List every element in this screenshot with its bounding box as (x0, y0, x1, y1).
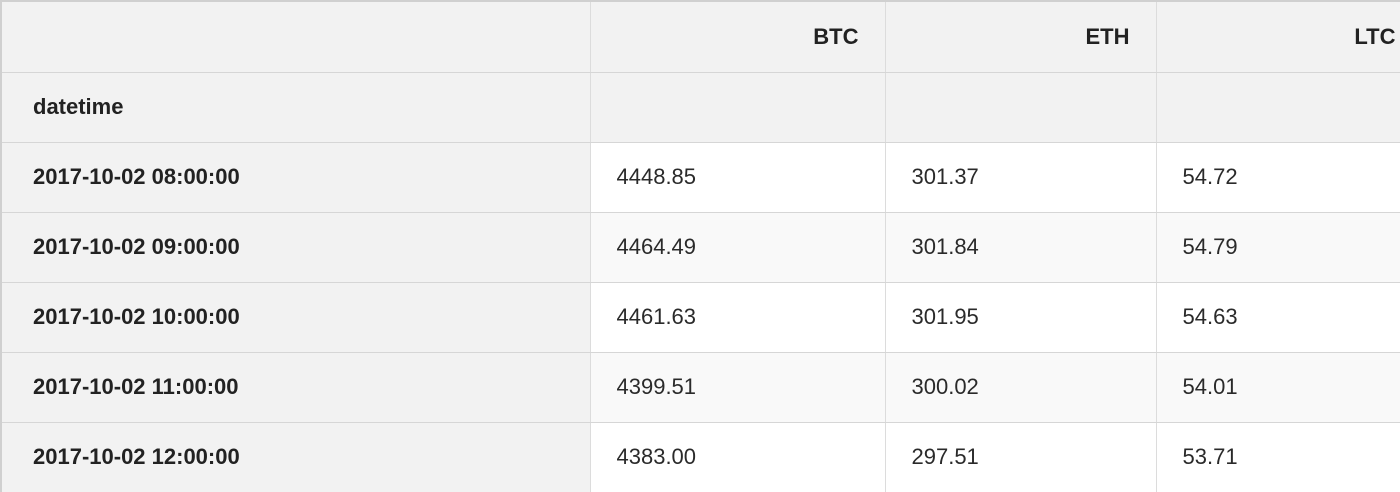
row-index-cell: 2017-10-02 12:00:00 (2, 422, 591, 492)
eth-value-cell: 301.37 (885, 142, 1157, 213)
index-name-row: datetime (2, 72, 1400, 143)
table-row: 2017-10-02 12:00:00 4383.00 297.51 53.71 (2, 422, 1400, 492)
ltc-value-cell: 54.79 (1156, 212, 1400, 283)
btc-value-cell: 4448.85 (590, 142, 886, 213)
btc-value-cell: 4464.49 (590, 212, 886, 283)
ltc-value-cell: 54.63 (1156, 282, 1400, 353)
row-index-cell: 2017-10-02 10:00:00 (2, 282, 591, 353)
index-name-blank-cell (590, 72, 886, 143)
btc-value-cell: 4399.51 (590, 352, 886, 423)
row-index-cell: 2017-10-02 08:00:00 (2, 142, 591, 213)
index-name-blank-cell (1156, 72, 1400, 143)
column-header-row: BTC ETH LTC (2, 2, 1400, 73)
ltc-value-cell: 54.72 (1156, 142, 1400, 213)
column-header-eth: ETH (885, 2, 1157, 73)
btc-value-cell: 4461.63 (590, 282, 886, 353)
table-row: 2017-10-02 09:00:00 4464.49 301.84 54.79 (2, 212, 1400, 283)
column-header-ltc: LTC (1156, 2, 1400, 73)
eth-value-cell: 301.84 (885, 212, 1157, 283)
eth-value-cell: 300.02 (885, 352, 1157, 423)
table-row: 2017-10-02 10:00:00 4461.63 301.95 54.63 (2, 282, 1400, 353)
eth-value-cell: 301.95 (885, 282, 1157, 353)
row-index-cell: 2017-10-02 11:00:00 (2, 352, 591, 423)
eth-value-cell: 297.51 (885, 422, 1157, 492)
corner-header-cell (2, 2, 591, 73)
table-row: 2017-10-02 08:00:00 4448.85 301.37 54.72 (2, 142, 1400, 213)
btc-value-cell: 4383.00 (590, 422, 886, 492)
index-name-blank-cell (885, 72, 1157, 143)
ltc-value-cell: 54.01 (1156, 352, 1400, 423)
row-index-cell: 2017-10-02 09:00:00 (2, 212, 591, 283)
index-name-header: datetime (2, 72, 591, 143)
ltc-value-cell: 53.71 (1156, 422, 1400, 492)
column-header-btc: BTC (590, 2, 886, 73)
table-row: 2017-10-02 11:00:00 4399.51 300.02 54.01 (2, 352, 1400, 423)
